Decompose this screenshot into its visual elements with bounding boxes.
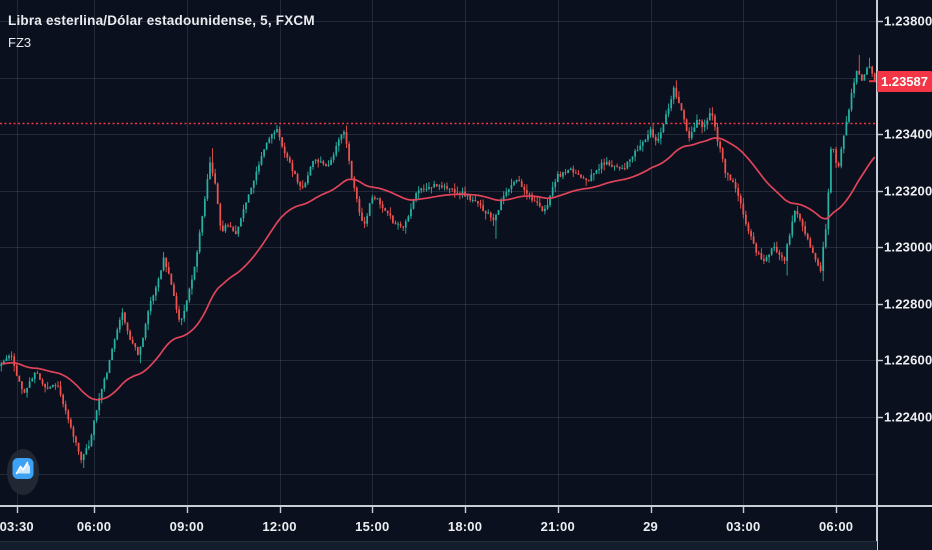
price-axis[interactable]: 1.23800 1.23400 1.23200 1.23000 1.22800 1.226… xyxy=(877,0,932,505)
price-tick-label: 1.22400 xyxy=(884,409,932,425)
time-tick-label: 06:00 xyxy=(818,519,854,534)
time-tick-label: 29 xyxy=(643,519,658,534)
study-label[interactable]: FZ3 xyxy=(8,35,32,50)
tradingview-logo[interactable] xyxy=(6,447,42,502)
last-price-badge: 1.23587 xyxy=(877,70,932,92)
time-tick-label: 06:00 xyxy=(76,519,112,534)
time-tick-label: 15:00 xyxy=(355,519,390,534)
time-axis[interactable]: 03:30 06:00 09:00 12:00 15:00 18:00 21:00 29 03:… xyxy=(0,506,932,550)
price-tick-label: 1.22800 xyxy=(884,296,932,312)
time-tick-label: 09:00 xyxy=(169,519,204,534)
price-tick-label: 1.23400 xyxy=(884,126,932,142)
price-tick-label: 1.22600 xyxy=(884,352,932,368)
time-tick-label: 03:30 xyxy=(0,519,34,534)
time-tick-label: 21:00 xyxy=(540,519,575,534)
chart-legend: Libra esterlina/Dólar estadounidense, 5,… xyxy=(8,11,315,52)
time-tick-label: 03:00 xyxy=(726,519,761,534)
time-tick-label: 12:00 xyxy=(262,519,297,534)
symbol-title[interactable]: Libra esterlina/Dólar estadounidense, 5,… xyxy=(8,13,315,28)
price-tick-label: 1.23800 xyxy=(884,13,932,29)
time-tick-label: 18:00 xyxy=(447,519,483,534)
price-tick-label: 1.23200 xyxy=(884,183,932,199)
tradingview-logo-icon xyxy=(7,449,39,495)
price-tick-label: 1.23000 xyxy=(884,239,932,255)
bottom-strip xyxy=(0,541,877,550)
